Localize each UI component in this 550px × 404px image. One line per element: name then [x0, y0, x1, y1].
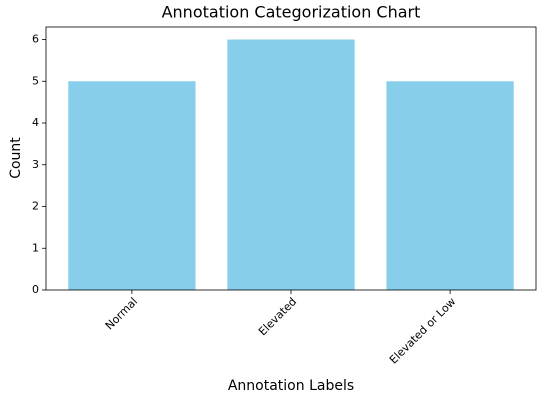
y-tick-label: 2: [32, 200, 39, 213]
y-tick-label: 5: [32, 74, 39, 87]
y-tick-label: 6: [32, 33, 39, 46]
y-tick-label: 0: [32, 283, 39, 296]
x-tick-label: Normal: [103, 295, 140, 332]
y-axis-label: Count: [8, 137, 24, 179]
axes-frame: [45, 26, 537, 291]
chart-title: Annotation Categorization Chart: [162, 3, 421, 22]
y-tick-label: 4: [32, 116, 39, 129]
plot-area: 0 1 2 3 4 5 6 Normal Elevated Elevated or Low: [32, 33, 514, 366]
bar: [68, 81, 196, 291]
x-tick-label: Elevated or Low: [387, 295, 458, 366]
x-axis-label: Annotation Labels: [228, 378, 354, 394]
bar: [386, 81, 514, 291]
y-tick-label: 3: [32, 158, 39, 171]
y-tick-label: 1: [32, 241, 39, 254]
bar: [227, 39, 355, 291]
x-tick-label: Elevated: [256, 295, 299, 338]
